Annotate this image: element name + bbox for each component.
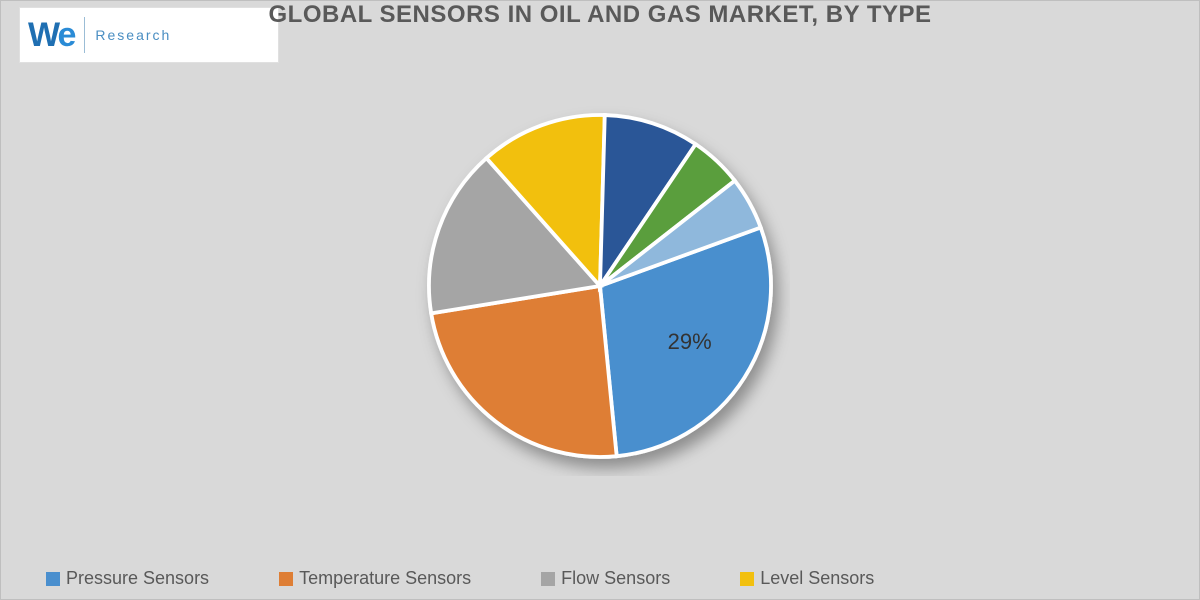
logo-text: Research — [95, 27, 171, 43]
legend-swatch — [740, 572, 754, 586]
legend-item: Temperature Sensors — [279, 568, 471, 589]
chart-area: 29% — [1, 51, 1199, 521]
chart-title: GLOBAL SENSORS IN OIL AND GAS MARKET, BY… — [1, 1, 1199, 29]
legend-item: Pressure Sensors — [46, 568, 209, 589]
legend-swatch — [279, 572, 293, 586]
pie-svg — [410, 96, 790, 476]
legend-label: Pressure Sensors — [66, 568, 209, 589]
legend-label: Level Sensors — [760, 568, 874, 589]
legend-label: Flow Sensors — [561, 568, 670, 589]
pie-slice — [431, 286, 616, 457]
legend-swatch — [541, 572, 555, 586]
slice-label: 29% — [668, 329, 712, 355]
legend-item: Flow Sensors — [541, 568, 670, 589]
legend-item: Level Sensors — [740, 568, 874, 589]
pie-chart: 29% — [410, 96, 790, 476]
legend: Pressure Sensors Temperature Sensors Flow … — [1, 568, 1199, 589]
legend-swatch — [46, 572, 60, 586]
legend-label: Temperature Sensors — [299, 568, 471, 589]
